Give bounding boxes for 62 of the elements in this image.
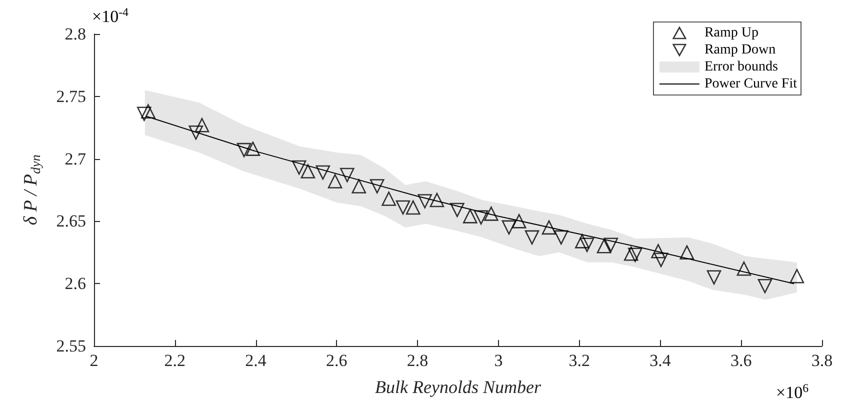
legend-label: Error bounds <box>704 60 778 74</box>
point <box>706 270 722 285</box>
y-tick-label: 2.55 <box>56 336 86 356</box>
point <box>450 202 464 218</box>
point <box>137 106 152 122</box>
point <box>512 214 526 228</box>
y-tick-label: 2.6 <box>64 274 86 294</box>
point <box>316 165 330 180</box>
point <box>141 104 156 119</box>
point <box>188 125 204 140</box>
point <box>680 245 694 260</box>
point <box>462 209 478 224</box>
point <box>596 239 612 254</box>
point <box>758 278 772 294</box>
x-tick-label: 3.8 <box>811 351 833 370</box>
x-tick-label: 2.4 <box>245 351 267 370</box>
x-axis-title: Bulk Reynolds Number <box>375 377 542 397</box>
point <box>524 230 540 245</box>
point <box>474 210 488 225</box>
point <box>236 142 252 158</box>
x-tick-label: 3.2 <box>568 351 590 370</box>
point <box>624 246 638 261</box>
x-tick-label: 2.6 <box>326 351 348 370</box>
point <box>370 179 384 194</box>
point <box>484 206 498 221</box>
legend-label: Ramp Up <box>704 26 759 40</box>
point <box>542 220 556 235</box>
y-tick-label: 2.65 <box>56 212 86 231</box>
point <box>575 234 590 248</box>
point <box>628 248 642 262</box>
point <box>502 220 516 235</box>
legend-label: Ramp Down <box>704 42 776 58</box>
point <box>396 200 410 215</box>
point <box>654 252 668 268</box>
point <box>580 238 594 252</box>
point <box>651 244 666 258</box>
point <box>406 200 420 215</box>
x-tick-label: 2 <box>90 351 98 370</box>
point <box>554 230 568 245</box>
point <box>300 164 316 178</box>
x-tick-label: 2.2 <box>164 351 186 370</box>
x-tick-label: 3.6 <box>730 351 752 370</box>
point <box>736 261 752 276</box>
y-axis-title: δ P / Pdyn <box>20 154 43 226</box>
point <box>382 192 396 206</box>
x-tick-label: 2.8 <box>406 351 428 370</box>
point <box>328 174 342 188</box>
y-tick-label: 2.8 <box>64 24 86 44</box>
legend-label: Power Curve Fit <box>704 76 798 92</box>
point <box>194 118 210 132</box>
point <box>352 179 366 194</box>
point <box>418 194 432 208</box>
x-tick-label: 3 <box>494 351 503 370</box>
point <box>292 160 306 175</box>
point <box>246 142 260 156</box>
y-tick-label: 2.75 <box>56 86 86 106</box>
y-tick-label: 2.7 <box>64 149 86 168</box>
point <box>604 238 618 252</box>
x-tick-label: 3.4 <box>650 351 672 370</box>
point <box>430 192 444 208</box>
point <box>790 268 804 284</box>
point <box>340 168 354 182</box>
